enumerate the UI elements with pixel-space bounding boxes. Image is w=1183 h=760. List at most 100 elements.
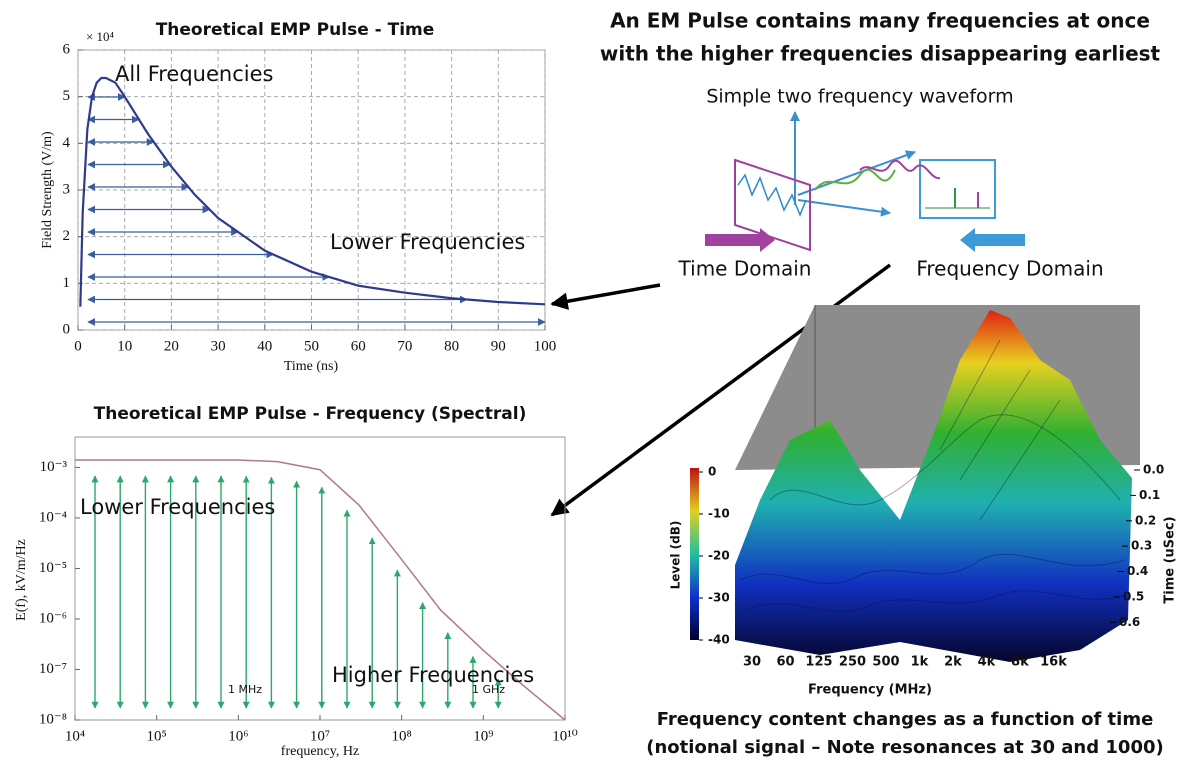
x-tick-label: 0 [74, 338, 82, 354]
series-line [75, 459, 566, 721]
x-tick-label: 16k [1040, 655, 1067, 670]
chart-2: 30 60 125 250 500 1k 2k 4k 8k 16k Frequency (MHz) 0… [669, 463, 1178, 698]
y-tick-label: 4 [63, 135, 71, 151]
x-tick-label: 10⁴ [65, 728, 85, 744]
z-axis-label: Time (uSec) [1163, 516, 1178, 603]
diagram-label: Frequency Domain [916, 257, 1103, 281]
y-multiplier: × 10⁴ [86, 29, 115, 44]
y-tick-label: 10⁻⁶ [39, 610, 67, 626]
header-line: An EM Pulse contains many frequencies at… [610, 9, 1150, 33]
colorbar-tick-label: -10 [708, 507, 730, 521]
annotation: All Frequencies [115, 62, 273, 86]
z-tick-label: 0.1 [1139, 488, 1160, 502]
caption-line: (notional signal – Note resonances at 30… [646, 737, 1163, 758]
connector-arrow [550, 283, 661, 310]
x-tick-label: 10¹⁰ [552, 728, 578, 744]
annotation: 1 MHz [228, 683, 262, 696]
y-tick-label: 3 [63, 181, 71, 197]
x-axis-label: frequency, Hz [281, 744, 359, 759]
x-axis-label: Time (ns) [284, 359, 339, 374]
x-tick-label: 50 [304, 338, 319, 354]
x-tick-label: 30 [211, 338, 226, 354]
colorbar-tick-label: -40 [708, 633, 730, 647]
z-tick-label: 0.5 [1123, 589, 1144, 603]
x-tick-label: 10⁶ [228, 728, 248, 744]
x-tick-label: 500 [872, 655, 899, 670]
frequency-plane [919, 159, 996, 219]
x-tick-label: 2k [944, 655, 962, 670]
y-tick-label: 10⁻⁴ [39, 509, 67, 525]
annotation: 1 GHz [472, 683, 505, 696]
z-tick-label: 0.2 [1135, 513, 1156, 527]
colorbar-label: Level (dB) [669, 521, 683, 590]
x-tick-label: 10⁹ [473, 728, 493, 744]
diagram-title: Simple two frequency waveform [706, 86, 1013, 108]
x-axis-label: Frequency (MHz) [808, 683, 932, 698]
x-tick-label: 60 [351, 338, 366, 354]
series-line [79, 76, 546, 307]
surface-ridge [744, 590, 1126, 612]
surface-mesh [735, 310, 1132, 662]
time-plane [734, 158, 811, 252]
surface-texture [739, 339, 1126, 612]
wave-green [814, 168, 896, 191]
surface-ridge [769, 414, 1121, 506]
axis-arrow [797, 199, 891, 217]
x-tick-label: 60 [776, 655, 794, 670]
caption-line: Frequency content changes as a function … [657, 709, 1154, 730]
header-line: with the higher frequencies disappearing… [600, 42, 1161, 66]
time-arrow [705, 228, 775, 252]
x-tick-label: 10 [117, 338, 132, 354]
chart-1: Theoretical EMP Pulse - Frequency (Spect… [14, 404, 578, 759]
colorbar-tick-label: -30 [708, 591, 730, 605]
x-tick-label: 40 [257, 338, 272, 354]
x-tick-label: 10⁷ [310, 728, 330, 744]
y-tick-label: 5 [63, 88, 71, 104]
y-tick-label: 10⁻³ [40, 459, 68, 475]
z-tick-label: 0.0 [1143, 463, 1164, 477]
diagram-label: Time Domain [678, 257, 812, 281]
y-tick-label: 10⁻⁷ [39, 661, 67, 677]
colorbar-tick-label: 0 [708, 465, 716, 479]
x-tick-label: 8k [1011, 655, 1029, 670]
surface-illustration [690, 305, 1140, 662]
y-tick-label: 2 [63, 228, 71, 244]
y-tick-label: 1 [63, 275, 71, 291]
x-tick-label: 4k [978, 655, 996, 670]
x-tick-label: 100 [534, 338, 557, 354]
chart-title: Theoretical EMP Pulse - Frequency (Spect… [94, 404, 527, 424]
x-tick-label: 30 [743, 655, 761, 670]
time-wave [737, 173, 807, 218]
y-tick-label: 10⁻⁸ [39, 711, 67, 727]
colorbar [690, 468, 699, 640]
y-tick-label: 0 [63, 321, 71, 337]
x-tick-label: 10⁸ [392, 728, 412, 744]
x-tick-label: 125 [805, 655, 832, 670]
y-axis-label: E(f), kV/m/Hz [14, 539, 29, 621]
x-tick-label: 70 [397, 338, 412, 354]
frequency-arrow [960, 228, 1025, 252]
y-axis-label: Field Strength (V/m) [40, 131, 55, 249]
x-tick-label: 10⁵ [147, 728, 167, 744]
waveform-diagram [705, 111, 1025, 252]
surface-ridge [739, 553, 1126, 584]
x-tick-label: 20 [164, 338, 179, 354]
z-tick-label: 0.3 [1131, 539, 1152, 553]
z-tick-label: 0.4 [1127, 564, 1148, 578]
chart-title: Theoretical EMP Pulse - Time [156, 20, 435, 40]
annotation: Lower Frequencies [80, 495, 275, 519]
y-tick-label: 10⁻⁵ [39, 560, 67, 576]
z-tick-label: 0.6 [1119, 615, 1140, 629]
colorbar-tick-label: -20 [708, 549, 730, 563]
wave-purple [859, 159, 941, 180]
x-tick-label: 90 [491, 338, 506, 354]
y-tick-label: 6 [63, 41, 71, 57]
annotation: Lower Frequencies [330, 230, 525, 254]
x-tick-label: 1k [911, 655, 929, 670]
annotation: Higher Frequencies [332, 663, 534, 687]
x-tick-label: 80 [444, 338, 459, 354]
